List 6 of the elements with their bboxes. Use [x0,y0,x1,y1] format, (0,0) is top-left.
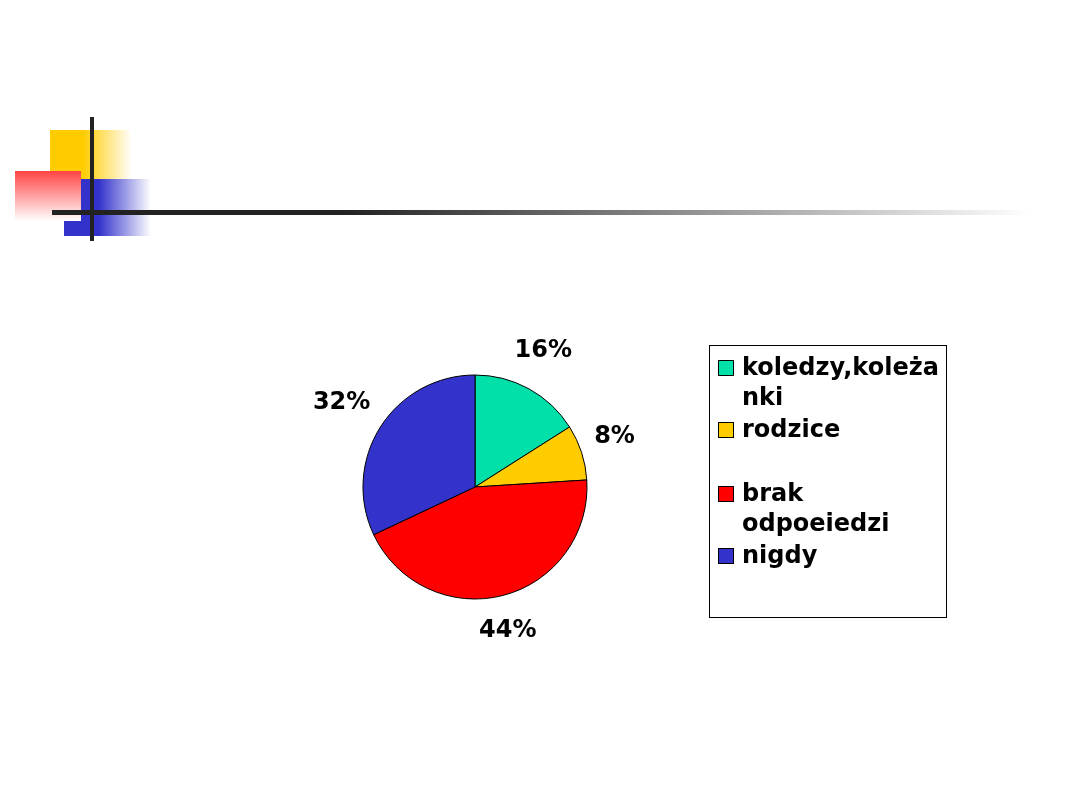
data-label: 16% [514,334,572,363]
data-label: 8% [594,421,635,450]
data-label: 44% [479,615,537,644]
legend-label: rodzice [742,414,841,444]
data-label: 32% [312,386,371,415]
legend-label: nigdy [742,540,818,570]
